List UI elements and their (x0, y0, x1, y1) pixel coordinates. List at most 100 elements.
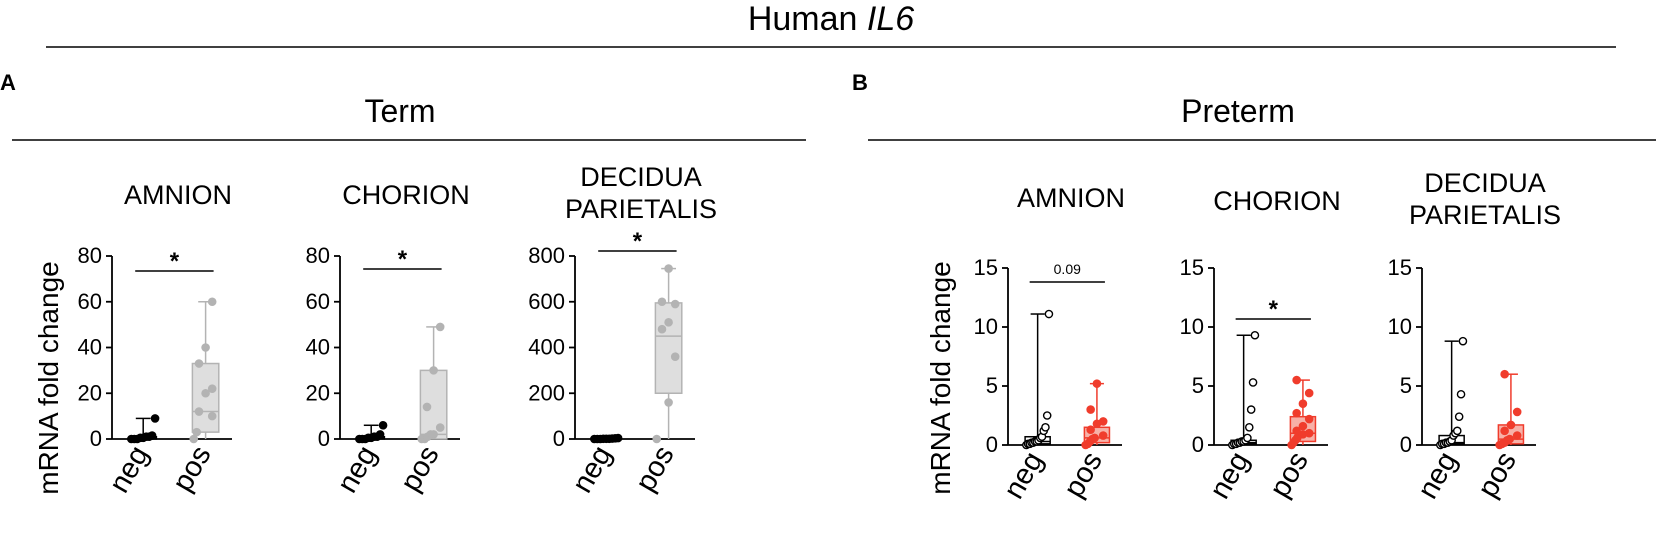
ylabel-preterm: mRNA fold change (925, 261, 956, 494)
y-tick-label: 5 (1400, 373, 1412, 398)
data-point (664, 318, 673, 327)
y-tick-label: 15 (1180, 255, 1204, 280)
data-point (1248, 378, 1258, 387)
data-point (652, 434, 662, 444)
data-point (201, 343, 210, 352)
chart-title-line: PARIETALIS (1409, 200, 1561, 230)
y-tick-label: 800 (528, 243, 565, 268)
chart-title-line: CHORION (1213, 186, 1341, 216)
data-point (1098, 431, 1108, 440)
chart-term-chorion: CHORION 0 20 40 60 80 neg pos * (306, 180, 470, 498)
y-tick-label: 80 (78, 243, 102, 268)
data-point (664, 398, 673, 407)
panel-letter-a: A (0, 70, 16, 95)
chart-title-line: DECIDUA (580, 162, 702, 192)
data-point (1243, 433, 1252, 443)
data-point (1086, 425, 1095, 434)
y-tick-label: 60 (78, 289, 102, 314)
data-point (670, 299, 680, 309)
chart-preterm-chorion: CHORION 0 5 10 15 neg pos * (1180, 186, 1341, 504)
y-tick-label: 0 (1192, 432, 1204, 457)
data-point (1304, 414, 1314, 424)
chart-title-line: AMNION (1017, 183, 1125, 213)
data-point (657, 297, 667, 307)
data-point (1044, 309, 1054, 319)
significance-label: 0.09 (1054, 261, 1081, 277)
x-category-label: pos (1264, 447, 1315, 504)
data-point (1041, 422, 1050, 432)
data-point (1304, 388, 1314, 398)
x-category-label: neg (1204, 447, 1256, 505)
data-point (189, 434, 199, 444)
data-point (192, 427, 201, 437)
data-point (435, 322, 445, 332)
data-point (1512, 407, 1522, 417)
chart-term-amnion: AMNION 0 20 40 60 80 neg pos * (78, 180, 232, 498)
y-tick-label: 80 (306, 243, 330, 268)
figure-title: Human IL6 (748, 0, 914, 38)
data-point (664, 264, 673, 273)
x-category-label: neg (998, 447, 1050, 505)
panel-letter-b: B (852, 70, 868, 95)
data-point (1304, 428, 1314, 438)
data-point (429, 366, 438, 375)
title-gene: IL6 (867, 0, 914, 38)
y-tick-label: 0 (318, 426, 330, 451)
chart-title-line: DECIDUA (1424, 168, 1546, 198)
y-tick-label: 10 (1388, 314, 1412, 339)
data-point (147, 431, 157, 440)
data-point (1098, 417, 1108, 426)
data-point (1092, 379, 1102, 388)
data-point (207, 384, 217, 393)
data-point (207, 297, 217, 307)
x-category-label: neg (331, 441, 383, 499)
chart-title-line: AMNION (124, 180, 232, 210)
data-point (1500, 426, 1509, 436)
data-point (1292, 375, 1301, 385)
data-point (1512, 431, 1522, 440)
y-tick-label: 0 (986, 432, 998, 457)
x-category-label: neg (103, 441, 155, 499)
y-tick-label: 15 (974, 255, 998, 280)
data-point (1292, 408, 1301, 418)
data-point (375, 430, 385, 439)
iqr-box (191, 362, 220, 433)
data-point (1086, 405, 1095, 414)
data-point (429, 430, 438, 439)
iqr-box (654, 302, 683, 394)
data-point (194, 407, 204, 416)
data-point (1506, 420, 1516, 430)
data-point (435, 423, 445, 432)
data-point (194, 359, 204, 368)
y-tick-label: 40 (78, 335, 102, 360)
data-point (1250, 330, 1260, 340)
data-point (1505, 434, 1514, 444)
y-tick-label: 10 (974, 314, 998, 339)
panel-heading-preterm: Preterm (1181, 93, 1295, 129)
data-point (1246, 405, 1256, 414)
x-category-label: pos (630, 441, 681, 498)
data-point (422, 402, 432, 412)
chart-preterm-amnion: AMNION 0 5 10 15 neg pos 0.09 (974, 183, 1125, 504)
y-tick-label: 600 (528, 289, 565, 314)
data-point (1458, 336, 1468, 346)
x-category-label: pos (395, 441, 446, 498)
y-tick-label: 20 (78, 380, 102, 405)
data-point (670, 352, 680, 361)
x-category-label: neg (566, 441, 618, 499)
data-point (1292, 426, 1301, 436)
significance-label: * (633, 228, 643, 255)
chart-title-line: CHORION (342, 180, 470, 210)
y-tick-label: 400 (528, 335, 565, 360)
data-point (1298, 421, 1308, 431)
y-tick-label: 0 (553, 426, 565, 451)
data-point (1454, 412, 1464, 421)
data-point (201, 388, 210, 398)
data-point (1244, 422, 1254, 432)
data-point (1452, 426, 1462, 436)
y-tick-label: 60 (306, 289, 330, 314)
data-point (1500, 369, 1509, 379)
